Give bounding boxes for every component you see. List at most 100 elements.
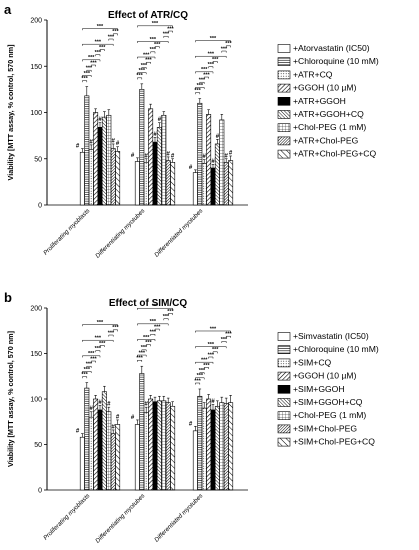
legend-swatch bbox=[277, 44, 291, 53]
significance-label: *** bbox=[201, 358, 208, 364]
x-category-label: Proliferating myoblasts bbox=[42, 207, 91, 256]
bar bbox=[139, 373, 145, 491]
x-category-label: Differentiating myotubes bbox=[94, 207, 146, 259]
significance-bracket bbox=[195, 92, 201, 95]
significance-bracket bbox=[137, 307, 173, 310]
legend-swatch bbox=[277, 345, 291, 355]
significance-label: *** bbox=[150, 319, 157, 325]
significance-label: *** bbox=[199, 368, 206, 374]
significance-bracket bbox=[82, 376, 88, 379]
significance-bracket bbox=[150, 333, 156, 336]
legend-swatch bbox=[277, 411, 291, 421]
significance-bracket bbox=[195, 377, 205, 380]
bar bbox=[134, 161, 140, 206]
y-tick-label: 0 bbox=[38, 203, 42, 210]
significance-label: *** bbox=[90, 356, 97, 362]
bar bbox=[143, 412, 149, 491]
significance-label: *** bbox=[210, 326, 217, 332]
bar bbox=[165, 160, 171, 206]
significance-label: *** bbox=[150, 47, 157, 53]
significance-bracket bbox=[208, 356, 214, 359]
significance-bracket bbox=[137, 339, 156, 342]
significance-label: *** bbox=[210, 36, 217, 42]
significance-bracket bbox=[90, 64, 96, 67]
significance-label: *** bbox=[154, 42, 161, 48]
chart-panel-a: a Effect of ATR/CQ 0 50 100 150 200 Viability [… bbox=[4, 2, 379, 260]
significance-bracket bbox=[195, 87, 205, 90]
hash-mark: # bbox=[203, 154, 207, 160]
significance-bracket bbox=[154, 46, 160, 49]
bar bbox=[88, 416, 94, 491]
bar bbox=[214, 405, 220, 491]
bar bbox=[192, 430, 198, 491]
bar bbox=[139, 89, 145, 206]
legend-label: +SIM+Chol-PEG+CQ bbox=[293, 437, 375, 447]
significance-label: *** bbox=[212, 57, 219, 63]
significance-bracket bbox=[212, 351, 218, 354]
significance-label: *** bbox=[88, 55, 95, 61]
bar bbox=[101, 116, 107, 206]
significance-label: *** bbox=[212, 347, 219, 353]
significance-bracket bbox=[137, 323, 169, 326]
significance-bracket bbox=[99, 345, 105, 348]
chart-title: Effect of ATR/CQ bbox=[108, 10, 188, 21]
significance-bracket bbox=[225, 335, 231, 338]
significance-label: *** bbox=[95, 50, 102, 56]
significance-bracket bbox=[99, 49, 105, 51]
legend-label: +SIM+Chol-PEG bbox=[293, 423, 357, 433]
hash-mark: # bbox=[76, 429, 80, 435]
significance-label: *** bbox=[208, 352, 215, 358]
significance-label: *** bbox=[152, 304, 159, 310]
significance-bracket bbox=[108, 38, 114, 41]
y-tick-label: 200 bbox=[30, 306, 42, 313]
bar bbox=[161, 114, 167, 206]
bar bbox=[228, 402, 234, 491]
hash-mark: # bbox=[112, 424, 116, 430]
y-tick-label: 150 bbox=[30, 64, 42, 71]
bar bbox=[106, 114, 112, 206]
significance-bracket bbox=[141, 349, 147, 352]
significance-label: *** bbox=[141, 63, 148, 69]
significance-label: *** bbox=[199, 78, 206, 84]
significance-bracket bbox=[167, 313, 173, 316]
legend-swatch bbox=[277, 149, 291, 159]
significance-label: *** bbox=[143, 52, 150, 58]
hash-mark: # bbox=[167, 151, 171, 157]
significance-bracket bbox=[195, 346, 227, 349]
significance-bracket bbox=[199, 81, 205, 84]
y-tick-label: 200 bbox=[30, 18, 42, 25]
significance-bracket bbox=[82, 371, 92, 374]
bar bbox=[197, 102, 203, 206]
significance-label: *** bbox=[95, 346, 102, 352]
significance-label: *** bbox=[88, 351, 95, 357]
legend-swatch bbox=[277, 83, 291, 93]
y-axis-label: Viability [MTT assay, % control, 570 nm] bbox=[6, 331, 15, 467]
significance-label: *** bbox=[194, 378, 201, 384]
y-tick-label: 150 bbox=[30, 351, 42, 358]
legend-label: +Chloroquine (10 mM) bbox=[293, 56, 379, 66]
significance-bracket bbox=[195, 40, 231, 43]
legend-label: +GGOH (10 µM) bbox=[293, 83, 357, 93]
legend-swatch bbox=[277, 136, 291, 146]
bar bbox=[201, 407, 207, 491]
significance-label: *** bbox=[197, 373, 204, 379]
significance-bracket bbox=[150, 51, 156, 54]
hash-mark: # bbox=[216, 134, 220, 140]
significance-bracket bbox=[141, 67, 147, 70]
legend-swatch bbox=[277, 424, 291, 434]
significance-label: *** bbox=[136, 73, 143, 79]
legend-label: +ATR+GGOH bbox=[293, 96, 346, 106]
significance-label: *** bbox=[208, 52, 215, 58]
legend-label: +ATR+CQ bbox=[293, 69, 333, 79]
significance-label: *** bbox=[145, 340, 152, 346]
significance-label: *** bbox=[221, 337, 228, 343]
bar bbox=[156, 400, 162, 491]
significance-label: *** bbox=[99, 341, 106, 347]
significance-bracket bbox=[208, 66, 214, 69]
hash-mark: # bbox=[90, 139, 94, 145]
significance-label: *** bbox=[97, 320, 104, 326]
bar bbox=[88, 149, 94, 206]
significance-bracket bbox=[225, 45, 231, 48]
bar bbox=[210, 409, 216, 491]
